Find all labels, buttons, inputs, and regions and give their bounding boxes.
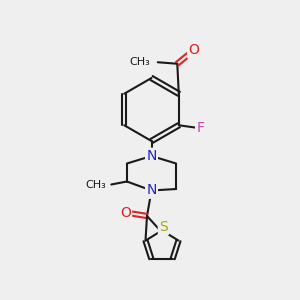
- Text: O: O: [188, 43, 199, 57]
- Text: CH₃: CH₃: [130, 57, 150, 67]
- Text: O: O: [120, 206, 131, 220]
- Text: F: F: [196, 121, 204, 135]
- Text: N: N: [146, 184, 157, 197]
- Text: N: N: [146, 149, 157, 163]
- Text: CH₃: CH₃: [85, 179, 106, 190]
- Text: S: S: [159, 220, 168, 234]
